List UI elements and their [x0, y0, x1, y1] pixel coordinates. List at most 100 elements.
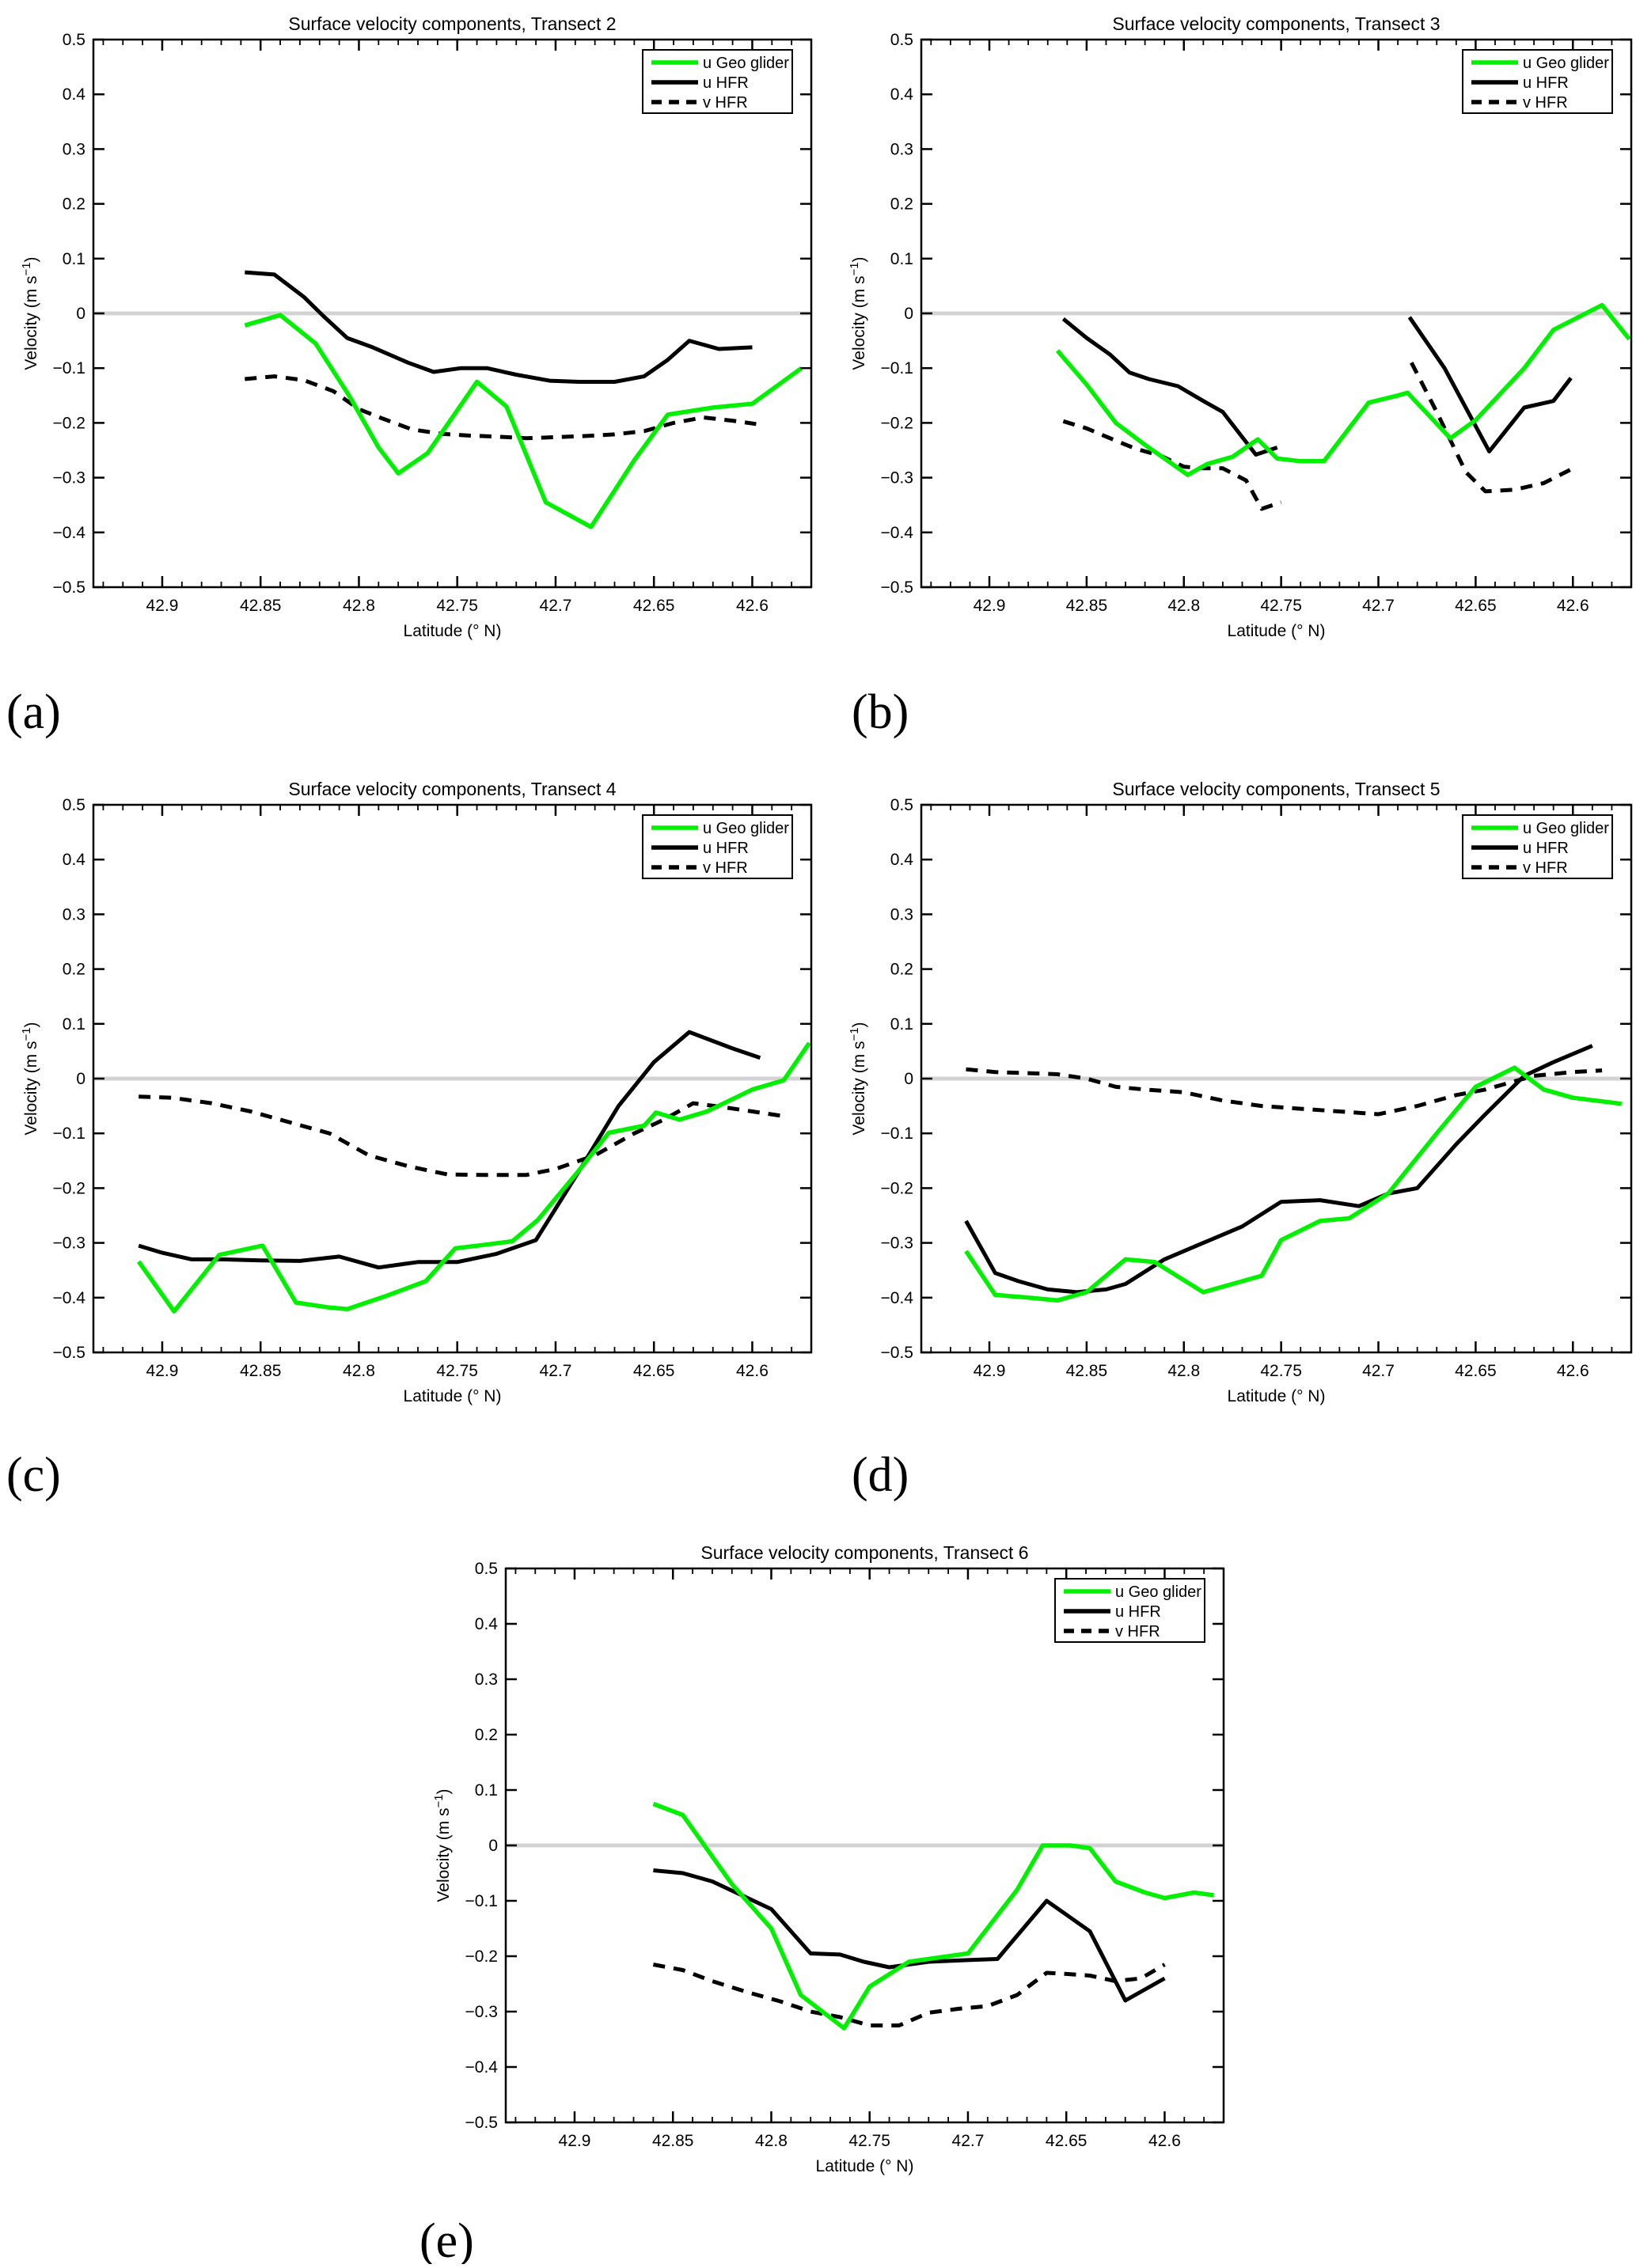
panel-b-series-u-geo-glider: [1055, 302, 1631, 477]
y-ticks: [506, 1567, 1224, 2124]
x-tick-label: 42.9: [974, 597, 1006, 615]
y-tick-label: −0.3: [881, 469, 913, 487]
y-tick-label: 0: [904, 305, 913, 323]
y-tick-label: 0.2: [890, 195, 913, 214]
legend: u Geo glider u HFR v HFR: [642, 814, 793, 879]
y-tick-label: −0.3: [53, 469, 85, 487]
x-axis-label: Latitude (° N): [1228, 622, 1326, 640]
y-ticks: [93, 803, 811, 1354]
panel-label-c: (c): [6, 1448, 61, 1502]
y-tick-label: −0.4: [465, 2058, 499, 2076]
x-tick-label: 42.65: [1046, 2132, 1088, 2150]
y-tick-label: −0.4: [53, 524, 86, 542]
y-tick-label: −0.5: [53, 578, 85, 597]
y-tick-label: −0.4: [881, 1289, 914, 1307]
y-tick-label: 0.4: [890, 851, 914, 869]
panel-c-series-u-geo-glider: [136, 1041, 811, 1314]
x-tick-label: 42.85: [1066, 1362, 1108, 1380]
x-tick-label: 42.6: [736, 1362, 769, 1380]
x-tick-label: 42.9: [974, 1362, 1006, 1380]
legend-label: u Geo glider: [1523, 55, 1609, 72]
y-tick-label: 0.3: [890, 140, 913, 158]
x-tick-label: 42.6: [1148, 2132, 1181, 2150]
y-tick-label: 0: [76, 1070, 85, 1088]
y-tick-label: 0.4: [63, 851, 86, 869]
y-axis-label: Velocity (m s−1): [432, 1788, 453, 1902]
y-tick-label: −0.1: [53, 359, 85, 377]
y-axis-label: Velocity (m s−1): [848, 256, 868, 370]
y-tick-label: 0.5: [475, 1560, 498, 1578]
x-tick-label: 42.8: [755, 2132, 788, 2150]
panel-label-b: (b): [852, 685, 909, 739]
panel-c: 42.9 42.85 42.8 42.75 42.7 42.65 42.6 0.5 0.4 0.3…: [20, 779, 813, 1405]
y-tick-label: −0.5: [53, 1344, 85, 1362]
legend: u Geo glider u HFR v HFR: [1462, 814, 1613, 879]
x-tick-label: 42.85: [652, 2132, 694, 2150]
y-tick-label: −0.3: [53, 1235, 85, 1253]
y-tick-label: 0.4: [63, 85, 86, 104]
x-tick-label: 42.8: [1167, 1362, 1200, 1380]
x-tick-label: 42.85: [1066, 597, 1108, 615]
y-tick-label: 0.5: [63, 31, 85, 49]
x-tick-label: 42.75: [1260, 597, 1302, 615]
legend-label: v HFR: [703, 94, 748, 112]
y-tick-label: −0.3: [881, 1235, 913, 1253]
y-tick-label: 0.5: [63, 796, 85, 814]
x-ticks: [930, 805, 1613, 1352]
x-tick-label: 42.9: [146, 1362, 179, 1380]
panel-b-series-v-hfr: [1062, 419, 1282, 511]
panel-b: 42.9 42.85 42.8 42.75 42.7 42.65 42.6 0.5 0.4 0.3…: [848, 13, 1633, 640]
y-ticks: [921, 38, 1631, 589]
legend-label: u Geo glider: [703, 820, 789, 837]
y-axis-label: Velocity (m s−1): [848, 1022, 868, 1135]
x-tick-label: 42.7: [952, 2132, 985, 2150]
panel-d-series-u-hfr: [964, 1044, 1593, 1295]
legend-label: v HFR: [1115, 1623, 1160, 1640]
y-tick-label: 0.5: [890, 31, 913, 49]
legend-label: u Geo glider: [1115, 1583, 1201, 1601]
y-tick-label: 0.1: [475, 1781, 498, 1800]
x-tick-label: 42.8: [1167, 597, 1200, 615]
y-tick-label: 0: [488, 1837, 498, 1855]
x-tick-label: 42.75: [436, 597, 478, 615]
x-tick-label: 42.65: [633, 597, 675, 615]
panel-d-series-u-geo-glider: [964, 1065, 1623, 1303]
x-tick-label: 42.6: [1557, 597, 1589, 615]
y-tick-label: 0: [76, 305, 85, 323]
x-tick-label: 42.7: [540, 597, 572, 615]
y-tick-label: 0.4: [475, 1615, 499, 1633]
y-tick-label: −0.4: [53, 1289, 86, 1307]
panel-label-e: (e): [419, 2214, 474, 2264]
y-tick-label: −0.2: [881, 414, 913, 432]
panel-a: 42.9 42.85 42.8 42.75 42.7 42.65 42.6 0.5 0.4 0.3…: [20, 13, 813, 640]
panel-label-d: (d): [852, 1448, 909, 1502]
x-tick-label: 42.85: [240, 597, 282, 615]
y-tick-label: −0.4: [881, 524, 914, 542]
y-tick-label: 0.3: [63, 905, 85, 924]
panel-d: 42.9 42.85 42.8 42.75 42.7 42.65 42.6 0.5 0.4 0.3…: [848, 779, 1633, 1405]
x-tick-label: 42.7: [1362, 597, 1395, 615]
y-tick-label: 0.2: [63, 961, 85, 979]
x-axis-label: Latitude (° N): [404, 1387, 502, 1405]
y-tick-label: −0.5: [881, 1344, 913, 1362]
panel-c-series-v-hfr: [139, 1094, 783, 1178]
y-tick-label: −0.3: [465, 2003, 498, 2021]
y-tick-label: −0.5: [465, 2114, 498, 2132]
y-tick-label: 0.1: [890, 1015, 913, 1033]
y-tick-label: −0.1: [465, 1892, 498, 1910]
y-tick-label: 0.3: [63, 140, 85, 158]
y-tick-label: 0: [904, 1070, 913, 1088]
y-tick-label: 0.3: [890, 905, 913, 924]
legend: u Geo glider u HFR v HFR: [642, 49, 793, 114]
x-tick-label: 42.75: [1260, 1362, 1302, 1380]
x-tick-label: 42.9: [559, 2132, 591, 2150]
legend-label: u HFR: [1523, 840, 1569, 857]
legend-label: v HFR: [1523, 859, 1568, 877]
x-axis-label: Latitude (° N): [816, 2157, 914, 2175]
y-tick-label: −0.2: [53, 1179, 85, 1197]
y-tick-label: 0.2: [475, 1726, 498, 1744]
y-tick-label: 0.1: [63, 1015, 85, 1033]
panel-title: Surface velocity components, Transect 3: [1112, 13, 1440, 34]
